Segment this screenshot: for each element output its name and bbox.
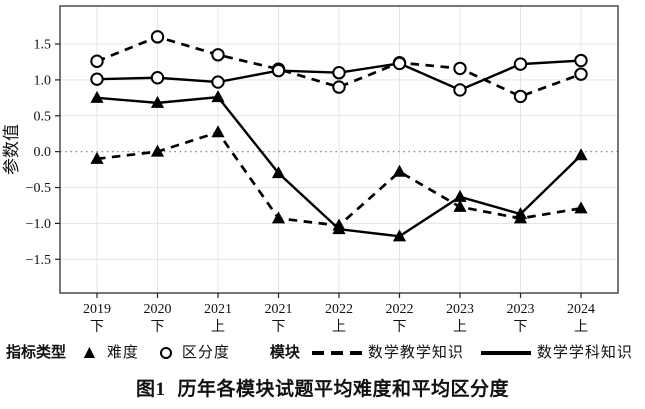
x-tick-half: 上 <box>332 319 346 335</box>
data-point-triangle <box>574 201 588 214</box>
data-point-circle <box>574 67 588 81</box>
y-tick-label: −1.0 <box>26 217 51 232</box>
x-tick-year: 2021 <box>204 302 232 317</box>
line-chart: 1.5 1.0 0.5 0.0 −0.5 −1.0 −1.5 2019 下 2020 下 2021 上 2… <box>2 5 619 335</box>
x-tick-half: 上 <box>453 319 467 335</box>
x-tick-year: 2021 <box>265 302 293 317</box>
x-tick-half: 下 <box>90 320 104 335</box>
y-tick-label: −0.5 <box>26 181 51 196</box>
legend-item-subject-knowledge: 数学学科知识 <box>536 344 633 361</box>
x-tick-year: 2024 <box>567 302 595 317</box>
data-point-triangle <box>513 207 528 220</box>
data-point-triangle <box>574 148 588 161</box>
data-point-triangle <box>90 151 104 164</box>
data-point-circle <box>150 30 165 44</box>
x-tick-year: 2023 <box>507 302 535 317</box>
data-point-circle <box>513 89 528 104</box>
data-point-triangle <box>211 125 225 138</box>
data-point-circle <box>392 56 407 71</box>
x-tick-year: 2022 <box>386 302 414 317</box>
legend: 指标类型 ▲ 难度 区分度 模块 数学教学知识 数学学科知识 <box>0 341 645 365</box>
y-tick-label: 0.5 <box>34 109 52 124</box>
figure-caption: 图1 历年各模块试题平均难度和平均区分度 <box>0 374 645 401</box>
x-tick-half: 上 <box>211 319 225 335</box>
data-point-circle <box>453 83 467 97</box>
data-point-triangle <box>271 211 286 224</box>
legend-item-teaching-knowledge: 数学教学知识 <box>367 344 464 361</box>
legend-item-difficulty: 难度 <box>106 344 139 361</box>
data-point-triangle <box>90 90 104 103</box>
dashed-line-icon <box>311 351 362 355</box>
x-tick-year: 2020 <box>144 302 172 317</box>
data-point-circle <box>90 72 104 86</box>
caption-number: 图1 <box>135 379 166 400</box>
data-point-circle <box>211 48 225 62</box>
caption-text: 历年各模块试题平均难度和平均区分度 <box>177 379 510 400</box>
solid-line-icon <box>480 351 531 355</box>
y-tick-label: 1.0 <box>34 73 52 88</box>
y-tick-label: −1.5 <box>26 253 51 268</box>
data-point-triangle <box>150 95 165 108</box>
x-tick-half: 上 <box>574 319 588 335</box>
legend-item-discrimination: 区分度 <box>181 344 230 361</box>
data-point-triangle <box>392 164 407 177</box>
x-tick-year: 2022 <box>325 302 353 317</box>
y-tick-label: 1.5 <box>34 38 52 53</box>
y-tick-label: 0.0 <box>34 145 52 160</box>
data-point-circle <box>332 66 346 80</box>
data-point-triangle <box>150 144 165 157</box>
x-tick-half: 下 <box>514 320 528 335</box>
data-point-circle <box>211 75 225 89</box>
x-tick-half: 下 <box>151 320 165 335</box>
series-line-dashed-circle <box>96 35 582 98</box>
triangle-marker-icon: ▲ <box>80 341 99 363</box>
data-point-triangle <box>211 90 225 103</box>
data-point-circle <box>150 71 165 85</box>
data-point-triangle <box>332 222 346 235</box>
x-tick-half: 下 <box>393 320 407 335</box>
chart-area: 1.5 1.0 0.5 0.0 −0.5 −1.0 −1.5 2019 下 2020 下 2021 上 2… <box>2 5 619 335</box>
x-tick-year: 2023 <box>446 302 474 317</box>
x-tick-half: 下 <box>272 320 286 335</box>
data-point-triangle <box>453 189 467 202</box>
data-point-circle <box>453 61 467 76</box>
data-point-circle <box>332 80 346 94</box>
legend-indicator-title: 指标类型 <box>6 344 67 361</box>
data-point-circle <box>90 54 104 68</box>
x-tick-year: 2019 <box>83 302 111 317</box>
data-point-circle <box>574 53 588 68</box>
circle-marker-icon <box>159 347 172 359</box>
data-point-circle <box>271 63 286 78</box>
data-point-triangle <box>453 199 467 212</box>
data-point-triangle <box>271 166 286 179</box>
data-point-circle <box>513 57 528 71</box>
y-axis-title: 参数值 <box>2 124 21 175</box>
legend-module-title: 模块 <box>269 344 300 361</box>
data-point-triangle <box>392 229 407 242</box>
